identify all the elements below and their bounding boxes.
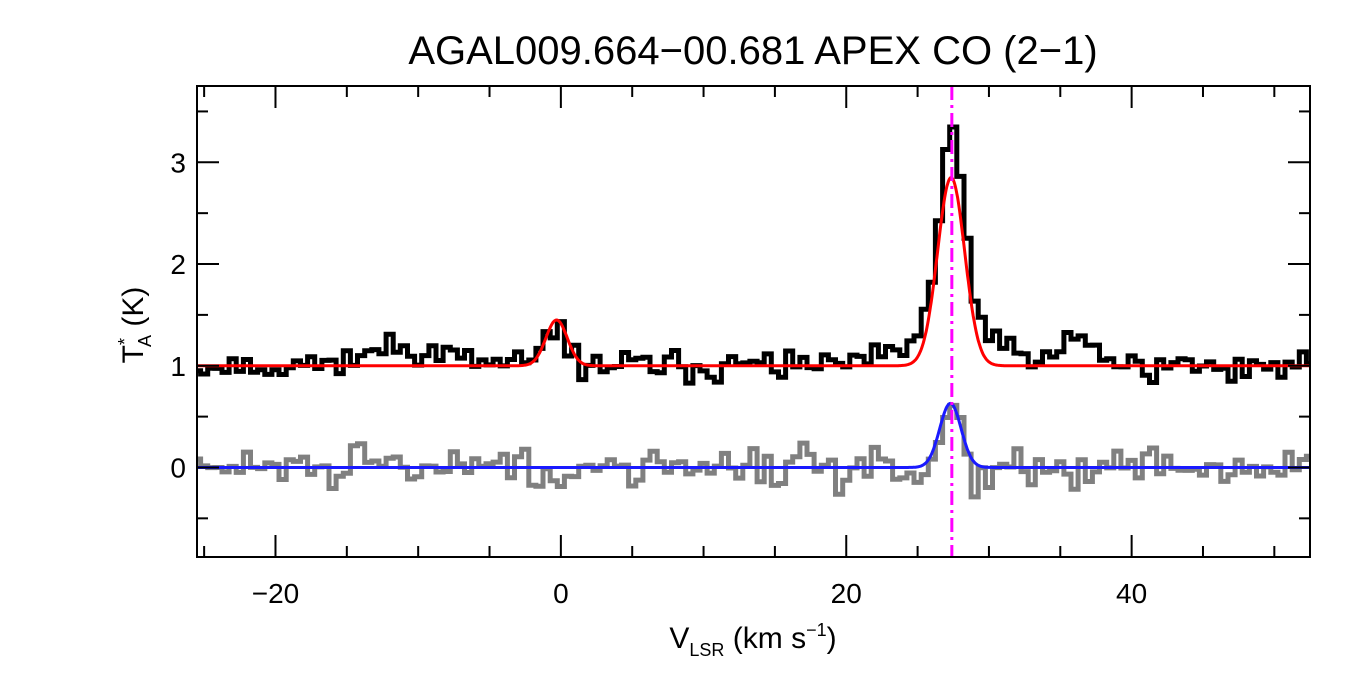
- y-axis-label: T*A (K): [115, 287, 155, 364]
- x-axis-label-sup: −1: [806, 620, 827, 640]
- fit-series-2: [197, 176, 1310, 368]
- y-axis-label-rest: (K): [117, 287, 150, 335]
- plot-axes-layer: [196, 85, 1311, 558]
- y-tick-label: 0: [170, 452, 186, 483]
- y-axis-label-sub: A: [135, 335, 155, 347]
- y-tick-label: 2: [170, 249, 186, 280]
- x-axis-label-sub: LSR: [689, 640, 724, 660]
- fit-series-3: [197, 401, 1310, 469]
- x-axis-label-main: V: [669, 622, 689, 655]
- plot-data-layer: [197, 86, 1310, 557]
- x-tick-label: 20: [831, 578, 862, 609]
- tick-label-layer: −20 0 20 40 0 1 2 3: [170, 147, 1147, 609]
- spectrum-series-0: [197, 124, 1310, 386]
- x-axis-label: VLSR (km s−1): [669, 620, 836, 660]
- x-tick-label: 40: [1116, 578, 1147, 609]
- spectrum-series-1: [197, 402, 1310, 500]
- x-tick-label: −20: [252, 578, 300, 609]
- y-tick-label: 3: [170, 147, 186, 178]
- x-axis-label-rest: (km s: [724, 622, 806, 655]
- y-axis-label-main: T: [117, 345, 150, 363]
- plot-frame: [196, 85, 1311, 558]
- y-axis-label-sup: *: [115, 338, 135, 345]
- y-tick-label: 1: [170, 351, 186, 382]
- x-tick-label: 0: [553, 578, 569, 609]
- chart-title: AGAL009.664−00.681 APEX CO (2−1): [408, 29, 1097, 73]
- x-axis-label-end: ): [827, 622, 837, 655]
